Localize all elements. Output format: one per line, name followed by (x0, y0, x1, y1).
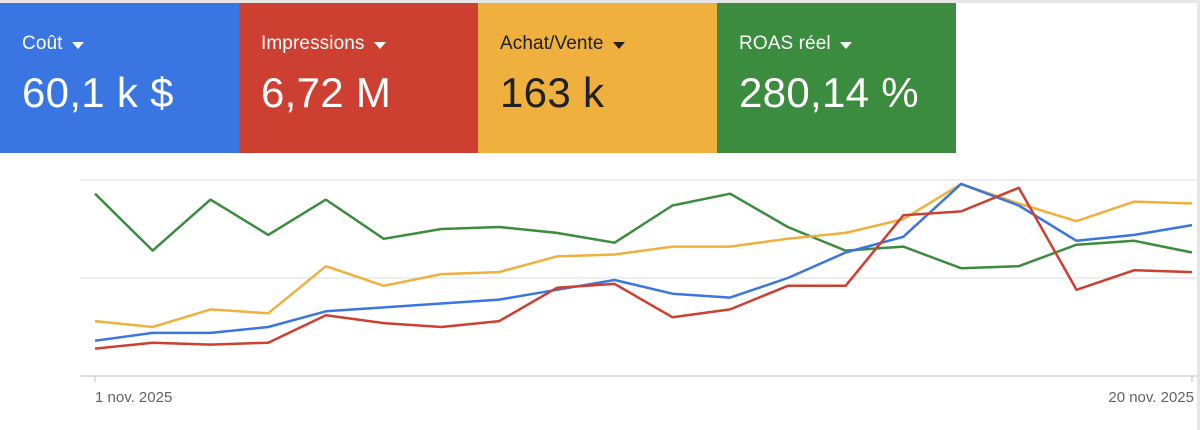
chart-series (94, 182, 1193, 350)
x-tick-label-end: 20 nov. 2025 (1108, 389, 1194, 406)
metric-value: 6,72 M (261, 69, 392, 116)
series-line-achat-vente (94, 182, 1193, 329)
metric-value: 163 k (500, 69, 605, 116)
series-line-co-t (94, 182, 1193, 342)
metric-tile-cout[interactable]: Coût 60,1 k $ (0, 3, 239, 153)
chart-grid (80, 179, 1197, 382)
series-line-impressions (94, 186, 1193, 350)
dropdown-caret-icon[interactable] (612, 41, 625, 49)
metric-label: Impressions (261, 33, 365, 54)
dropdown-caret-icon[interactable] (71, 41, 84, 49)
card-right-border (1197, 3, 1200, 430)
metric-tile-achat-vente[interactable]: Achat/Vente 163 k (478, 3, 717, 153)
metric-tiles: Coût 60,1 k $ Impressions 6,72 M Achat/V… (0, 3, 956, 153)
series-line-roas-r-el (94, 192, 1193, 270)
metric-tile-roas[interactable]: ROAS réel 280,14 % (717, 3, 956, 153)
metric-value: 280,14 % (739, 69, 919, 116)
dropdown-caret-icon[interactable] (373, 41, 386, 49)
x-tick-label-start: 1 nov. 2025 (95, 389, 172, 406)
metric-label: ROAS réel (739, 33, 831, 54)
metric-label: Coût (22, 33, 63, 54)
metric-value: 60,1 k $ (22, 69, 174, 116)
metric-label: Achat/Vente (500, 33, 604, 54)
x-axis: 1 nov. 2025 20 nov. 2025 (95, 389, 1194, 406)
metric-tile-impressions[interactable]: Impressions 6,72 M (239, 3, 478, 153)
dropdown-caret-icon[interactable] (839, 41, 852, 49)
